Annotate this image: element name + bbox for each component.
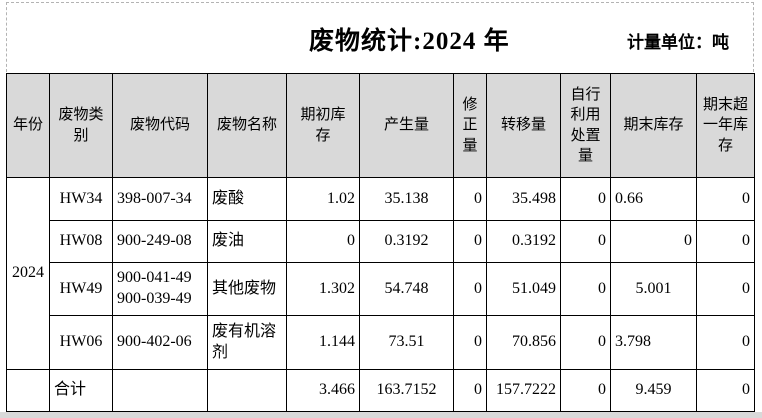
cell-generated: 35.138 — [359, 177, 454, 221]
cell-year: 2024 — [6, 177, 50, 370]
cell-category: HW06 — [49, 315, 113, 370]
cell-corrected: 0 — [453, 262, 487, 316]
cell-closing: 0 — [610, 220, 697, 263]
cell-total-self-disposal: 0 — [560, 369, 611, 413]
cell-self-disposal: 0 — [560, 220, 611, 263]
cell-code: 900-041-49 900-039-49 — [112, 262, 208, 316]
header-row: 年份 废物类 别 废物代码 废物名称 期初库 存 产生量 修 正 量 转移量 自… — [6, 73, 755, 178]
cell-category: HW49 — [49, 262, 113, 316]
cell-total-label: 合计 — [49, 369, 113, 413]
cell-over-year: 0 — [696, 262, 755, 316]
cell-name: 废酸 — [207, 177, 287, 221]
cell-total-generated: 163.7152 — [359, 369, 454, 413]
cell-self-disposal: 0 — [560, 315, 611, 370]
cell-name: 其他废物 — [207, 262, 287, 316]
table-row: HW49 900-041-49 900-039-49 其他废物 1.302 54… — [7, 262, 755, 316]
cell-corrected: 0 — [453, 315, 487, 370]
col-header-waste-category: 废物类 别 — [49, 73, 113, 178]
cell-closing: 5.001 — [610, 262, 697, 316]
cell-corrected: 0 — [453, 220, 487, 263]
cell-name-empty — [207, 369, 287, 413]
cell-code-empty — [112, 369, 208, 413]
cell-code: 398-007-34 — [112, 177, 208, 221]
cell-total-closing: 9.459 — [610, 369, 697, 413]
cell-corrected: 0 — [453, 177, 487, 221]
cell-opening: 1.02 — [286, 177, 360, 221]
cell-over-year: 0 — [696, 177, 755, 221]
cell-total-opening: 3.466 — [286, 369, 360, 413]
cell-total-corrected: 0 — [453, 369, 487, 413]
table-row: HW08 900-249-08 废油 0 0.3192 0 0.3192 0 0… — [7, 220, 755, 263]
cell-self-disposal: 0 — [560, 262, 611, 316]
col-header-transferred: 转移量 — [486, 73, 561, 178]
cell-name: 废有机溶剂 — [207, 315, 287, 370]
cell-closing: 0.66 — [610, 177, 697, 221]
col-header-generated: 产生量 — [359, 73, 454, 178]
cell-total-over-year: 0 — [696, 369, 755, 413]
col-header-waste-code: 废物代码 — [112, 73, 208, 178]
cell-self-disposal: 0 — [560, 177, 611, 221]
col-header-closing-stock: 期末库存 — [610, 73, 697, 178]
cell-transferred: 70.856 — [486, 315, 561, 370]
cell-name: 废油 — [207, 220, 287, 263]
cell-over-year: 0 — [696, 220, 755, 263]
cell-generated: 73.51 — [359, 315, 454, 370]
cell-transferred: 35.498 — [486, 177, 561, 221]
cell-generated: 0.3192 — [359, 220, 454, 263]
cell-generated: 54.748 — [359, 262, 454, 316]
cell-opening: 1.302 — [286, 262, 360, 316]
waste-statistics-table: 年份 废物类 别 废物代码 废物名称 期初库 存 产生量 修 正 量 转移量 自… — [6, 73, 755, 413]
total-row: 合计 3.466 163.7152 0 157.7222 0 9.459 0 — [6, 369, 755, 413]
col-header-correction: 修 正 量 — [453, 73, 487, 178]
cell-code: 900-402-06 — [112, 315, 208, 370]
table-row: HW06 900-402-06 废有机溶剂 1.144 73.51 0 70.8… — [7, 315, 755, 370]
title-area-pagebreak-frame: 废物统计:2024 年 计量单位：吨 — [6, 2, 754, 72]
col-header-waste-name: 废物名称 — [207, 73, 287, 178]
cell-transferred: 51.049 — [486, 262, 561, 316]
cell-opening: 1.144 — [286, 315, 360, 370]
cell-category: HW34 — [49, 177, 113, 221]
bottom-gray-strip — [0, 412, 762, 418]
cell-code: 900-249-08 — [112, 220, 208, 263]
cell-total-transferred: 157.7222 — [486, 369, 561, 413]
cell-over-year: 0 — [696, 315, 755, 370]
cell-category: HW08 — [49, 220, 113, 263]
cell-closing: 3.798 — [610, 315, 697, 370]
page-title: 废物统计:2024 年 — [309, 28, 510, 55]
col-header-self-disposal: 自行 利用 处置 量 — [560, 73, 611, 178]
col-header-year: 年份 — [6, 73, 50, 178]
col-header-over-one-year-stock: 期末超 一年库 存 — [696, 73, 755, 178]
table-row: 2024 HW34 398-007-34 废酸 1.02 35.138 0 35… — [6, 177, 755, 370]
measure-unit-label: 计量单位：吨 — [627, 33, 729, 52]
cell-transferred: 0.3192 — [486, 220, 561, 263]
col-header-opening-stock: 期初库 存 — [286, 73, 360, 178]
cell-opening: 0 — [286, 220, 360, 263]
cell-year-empty — [6, 369, 50, 413]
